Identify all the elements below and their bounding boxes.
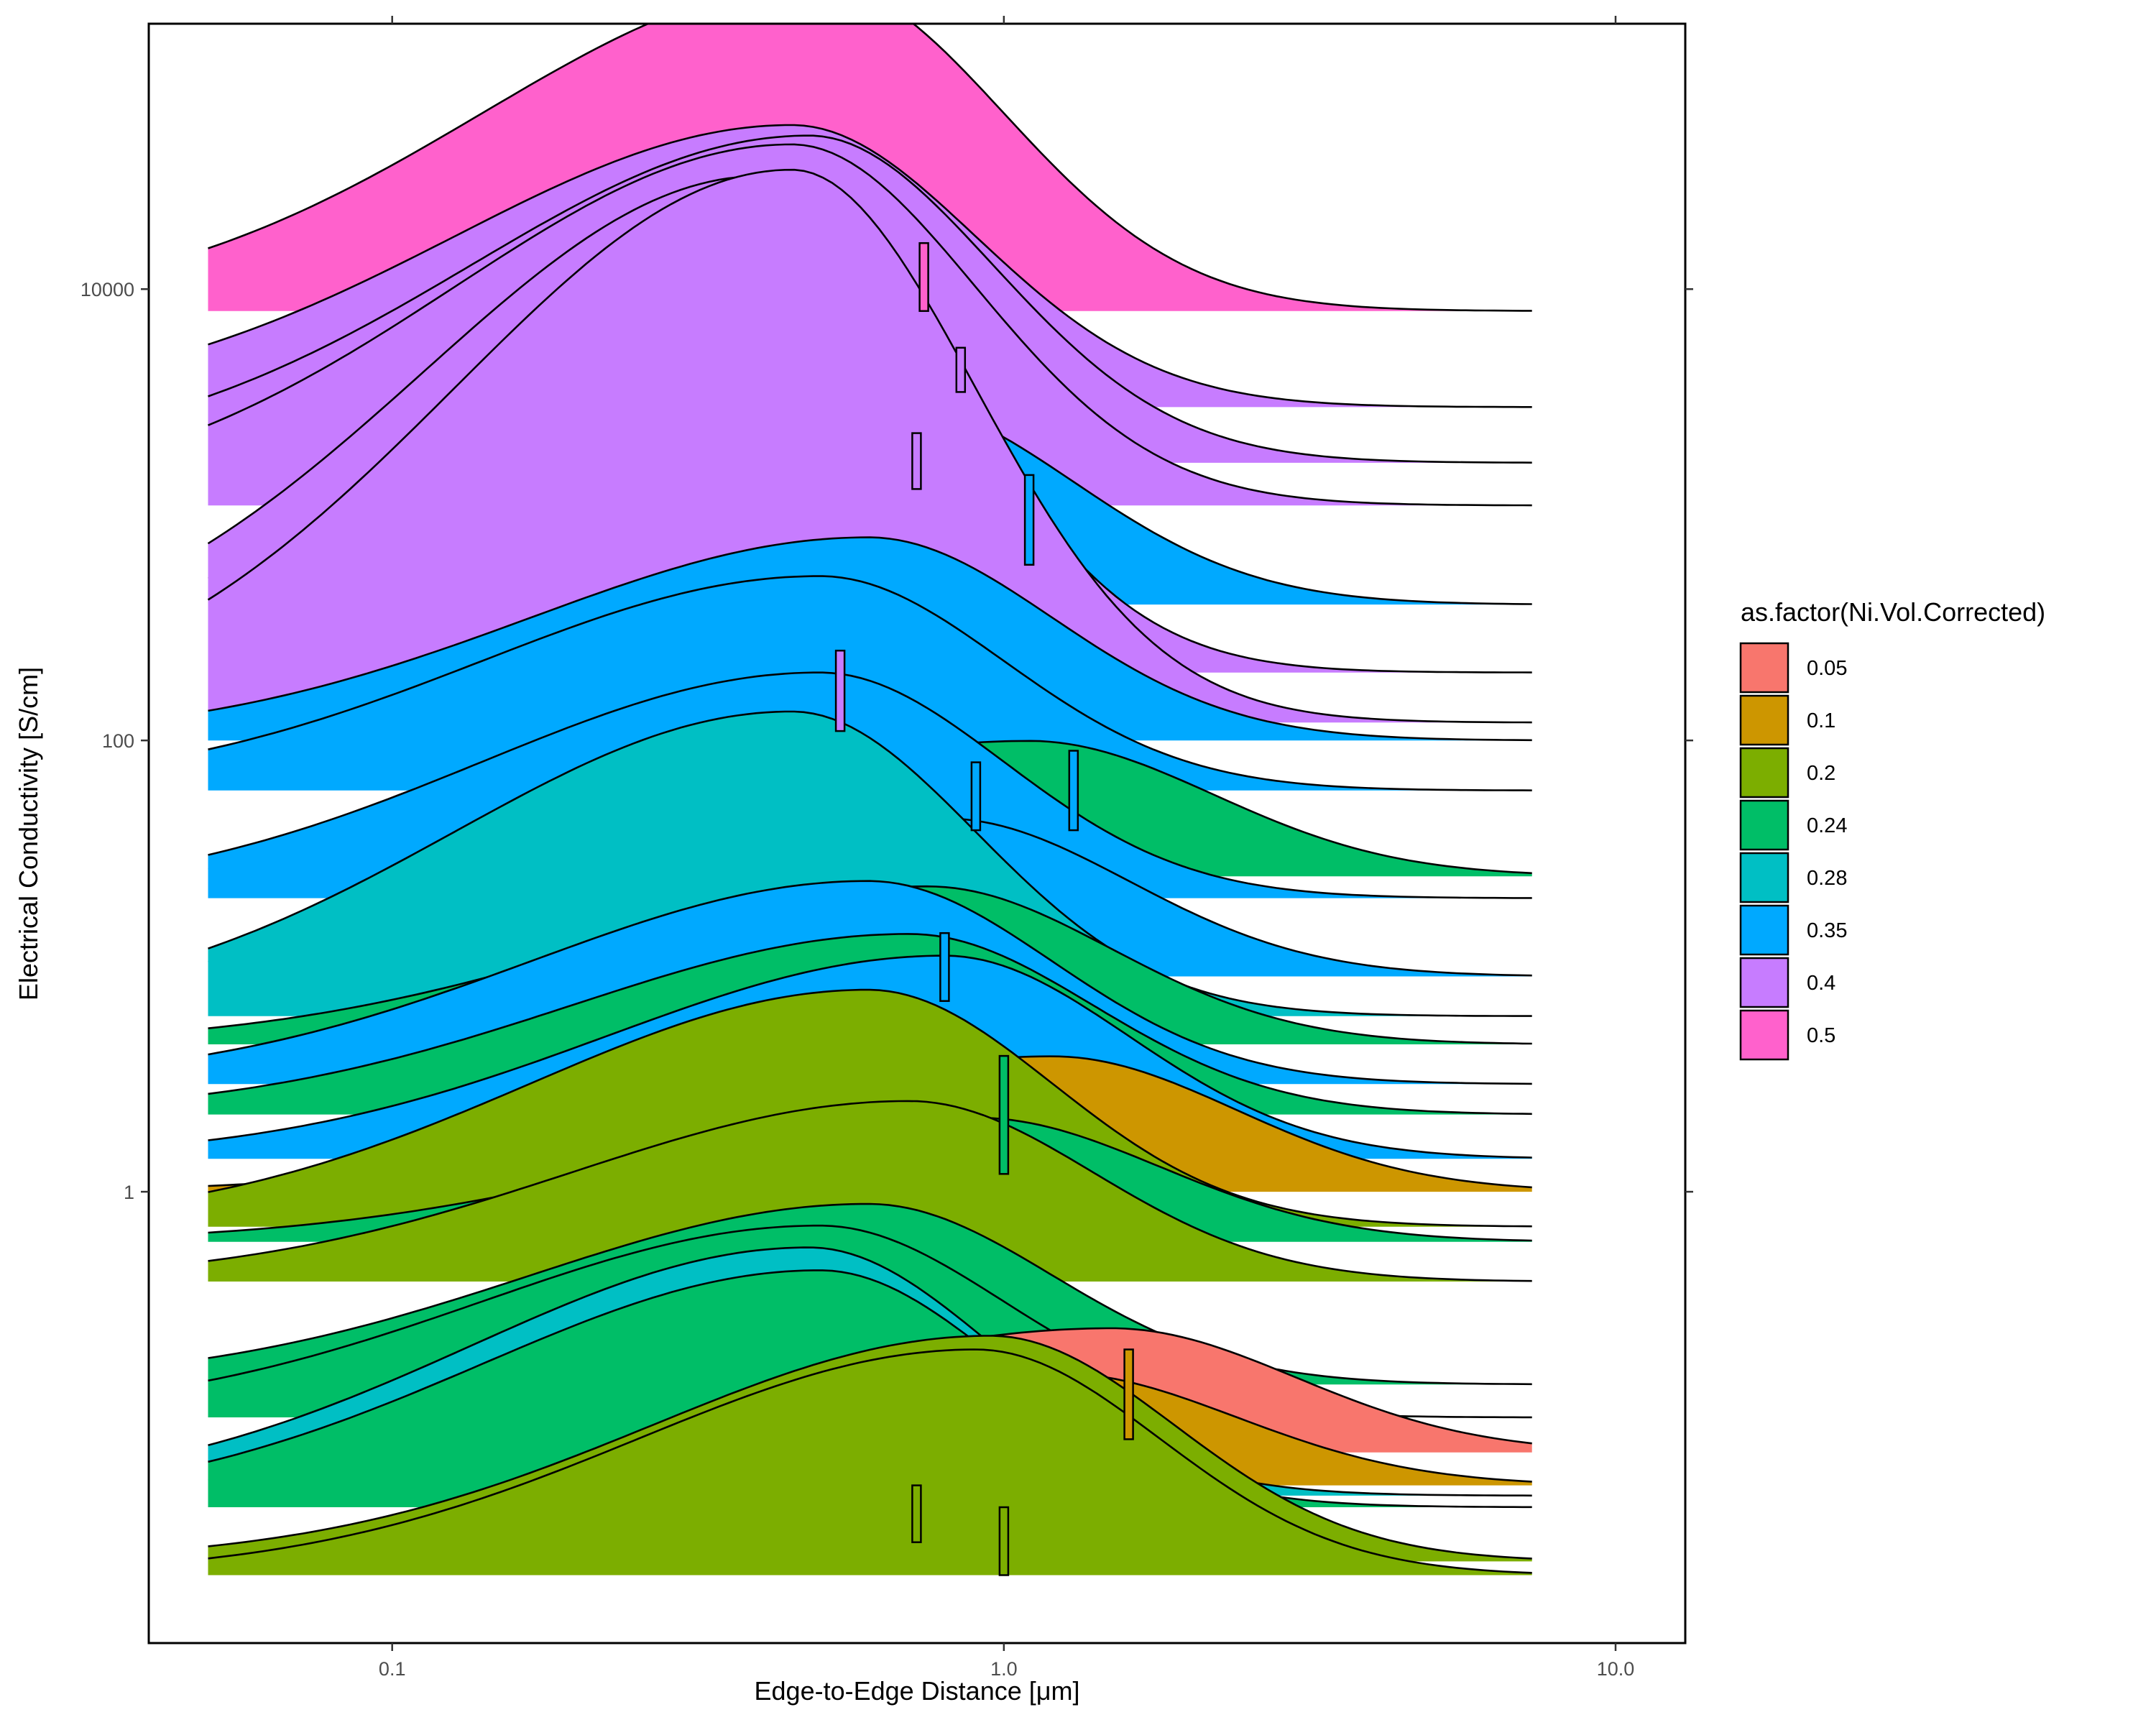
marker-range-0.2 [998, 1506, 1010, 1576]
legend-key [1739, 642, 1789, 694]
ridge-line-0.35 [208, 575, 1532, 791]
ridge-line-0.24 [208, 1202, 1532, 1386]
marker-range-0.4 [911, 432, 922, 490]
x-axis: 0.1 1.0 10.0 [379, 16, 1634, 1680]
legend-label: 0.05 [1807, 657, 1847, 680]
ridge-line-0.35 [208, 954, 1532, 1159]
x-tick-label: 0.1 [379, 1658, 406, 1680]
legend-label: 0.4 [1807, 972, 1835, 995]
ridge-line-0.35 [208, 536, 1532, 742]
x-tick-label: 1.0 [990, 1658, 1018, 1680]
ridge-line-0.28 [208, 1246, 1532, 1497]
ridge-line-0.5 [208, 24, 1532, 312]
legend-key [1739, 957, 1789, 1008]
marker-range-0.35 [970, 761, 982, 832]
ridge-fill-0.28 [208, 712, 1532, 1016]
legend-label: 0.2 [1807, 762, 1835, 785]
legend-label: 0.24 [1807, 814, 1847, 837]
ridge-line-0.4 [208, 134, 1532, 464]
ridge-line-0.24 [208, 1269, 1532, 1509]
plot-panel-border [147, 22, 1687, 1644]
y-axis: 1 100 10000 [80, 279, 1693, 1203]
marker-range-0.35 [939, 932, 950, 1002]
legend-key [1739, 1009, 1789, 1061]
ridge-fill-0.2 [208, 1349, 1532, 1576]
y-tick-label: 100 [102, 730, 134, 752]
legend: as.factor(Ni.Vol.Corrected) 0.05 0.1 0.2 0.… [1739, 597, 2045, 1061]
ridge-line-0.2 [208, 1335, 1532, 1560]
marker-range-0.2 [911, 1484, 922, 1543]
ridge-fill-0.2 [208, 1100, 1532, 1282]
legend-label: 0.5 [1807, 1024, 1835, 1047]
legend-label: 0.28 [1807, 867, 1847, 890]
ridge-line-0.2 [208, 1348, 1532, 1574]
legend-title: as.factor(Ni.Vol.Corrected) [1741, 597, 2045, 627]
y-axis-title: Electrical Conductivity [S/cm] [14, 667, 43, 1000]
x-tick-label: 10.0 [1597, 1658, 1635, 1680]
ridge-line-0.35 [208, 880, 1532, 1085]
marker-range-0.4 [834, 649, 846, 732]
legend-label: 0.1 [1807, 709, 1835, 732]
marker-range-0.35 [1023, 474, 1035, 566]
legend-label: 0.35 [1807, 919, 1847, 942]
legend-key [1739, 694, 1789, 746]
ridge-line-0.4 [207, 143, 1532, 507]
legend-key [1739, 799, 1789, 851]
marker-range-0.5 [918, 242, 929, 312]
y-tick-label: 1 [124, 1182, 134, 1203]
marker-ranges-layer [834, 242, 1134, 1576]
ridge-line-0.4 [208, 124, 1532, 408]
ridge-line-0.28 [208, 710, 1532, 1017]
ridge-line-0.4 [207, 168, 1532, 724]
marker-range-0.4 [955, 346, 967, 393]
y-tick-label: 10000 [80, 279, 134, 300]
marker-range-0.24 [998, 1054, 1010, 1175]
legend-key [1739, 904, 1789, 956]
ridge-fill-0.4 [208, 170, 1532, 723]
ridge-line-0.2 [208, 1100, 1532, 1282]
ridge-line-0.24 [208, 933, 1532, 1116]
ridges-layer [207, 24, 1532, 1576]
ridge-line-0.35 [208, 671, 1532, 899]
legend-key [1739, 747, 1789, 799]
ridge-line-0.2 [208, 988, 1532, 1228]
marker-range-0.35 [1068, 750, 1079, 832]
x-axis-title: Edge-to-Edge Distance [μm] [755, 1676, 1080, 1706]
legend-key [1739, 852, 1789, 903]
marker-range-0.1 [1123, 1348, 1134, 1440]
